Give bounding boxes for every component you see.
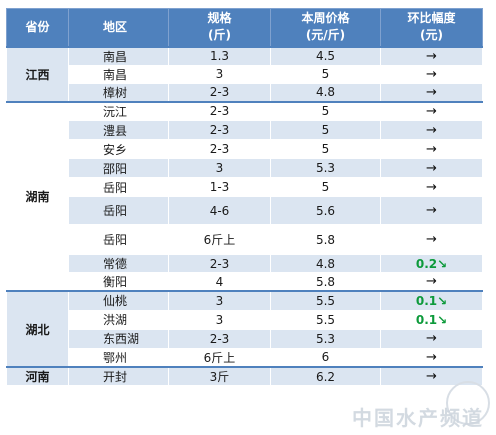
change-cell: →	[380, 224, 483, 255]
change-cell: →	[380, 158, 483, 178]
spec-cell: 2-3	[168, 139, 271, 159]
price-cell: 5.5	[270, 290, 381, 311]
change-cell: 0.2↘	[380, 254, 483, 273]
spec-cell: 2-3	[168, 100, 271, 121]
price-cell: 5.6	[270, 196, 381, 225]
spec-cell: 3	[168, 290, 271, 311]
area-cell: 南昌	[68, 64, 169, 84]
change-cell: →	[380, 177, 483, 197]
change-cell: →	[380, 120, 483, 140]
price-cell: 5.3	[270, 328, 381, 349]
spec-cell: 6斤上	[168, 347, 271, 368]
spec-cell: 1-3	[168, 177, 271, 197]
price-cell: 4.8	[270, 82, 381, 102]
area-cell: 东西湖	[68, 328, 169, 349]
spec-cell: 3	[168, 158, 271, 178]
spec-cell: 2-3	[168, 82, 271, 102]
area-cell: 岳阳	[68, 224, 169, 255]
price-cell: 5.8	[270, 272, 381, 292]
price-table: 省份 地区 规格 (斤) 本周价格 (元/斤) 环比幅度 (元) 江西 南昌 1.3 …	[6, 8, 483, 386]
area-cell: 澧县	[68, 120, 169, 140]
price-cell: 6	[270, 347, 381, 368]
change-cell: →	[380, 139, 483, 159]
change-cell: →	[380, 328, 483, 349]
spec-cell: 2-3	[168, 254, 271, 273]
spec-cell: 2-3	[168, 328, 271, 349]
spec-cell: 1.3	[168, 45, 271, 66]
province-cell: 河南	[6, 366, 69, 386]
province-cell: 江西	[6, 45, 69, 102]
province-cell: 湖南	[6, 100, 69, 292]
change-cell: 0.1↘	[380, 290, 483, 311]
change-cell: →	[380, 82, 483, 102]
price-cell: 4.5	[270, 45, 381, 66]
area-cell: 邵阳	[68, 158, 169, 178]
area-cell: 衡阳	[68, 272, 169, 292]
price-cell: 4.8	[270, 254, 381, 273]
area-cell: 樟树	[68, 82, 169, 102]
change-cell: →	[380, 45, 483, 66]
price-cell: 5	[270, 120, 381, 140]
price-cell: 5.5	[270, 309, 381, 330]
header-spec: 规格 (斤)	[168, 8, 271, 47]
spec-cell: 3	[168, 64, 271, 84]
change-cell: →	[380, 272, 483, 292]
spec-cell: 4	[168, 272, 271, 292]
change-cell: →	[380, 100, 483, 121]
price-cell: 5	[270, 100, 381, 121]
price-cell: 6.2	[270, 366, 381, 386]
spec-cell: 3斤	[168, 366, 271, 386]
area-cell: 岳阳	[68, 177, 169, 197]
spec-cell: 4-6	[168, 196, 271, 225]
price-cell: 5	[270, 139, 381, 159]
header-change: 环比幅度 (元)	[380, 8, 483, 47]
spec-cell: 6斤上	[168, 224, 271, 255]
price-cell: 5	[270, 177, 381, 197]
change-cell: →	[380, 366, 483, 386]
area-cell: 常德	[68, 254, 169, 273]
change-cell: →	[380, 196, 483, 225]
area-cell: 洪湖	[68, 309, 169, 330]
change-cell: →	[380, 64, 483, 84]
area-cell: 鄂州	[68, 347, 169, 368]
watermark-logo-icon	[446, 381, 490, 425]
price-cell: 5.8	[270, 224, 381, 255]
watermark-text: 中国水产频道	[352, 406, 484, 430]
spec-cell: 2-3	[168, 120, 271, 140]
header-area: 地区	[68, 8, 169, 47]
price-cell: 5	[270, 64, 381, 84]
change-cell: 0.1↘	[380, 309, 483, 330]
spec-cell: 3	[168, 309, 271, 330]
header-province: 省份	[6, 8, 69, 47]
area-cell: 南昌	[68, 45, 169, 66]
province-cell: 湖北	[6, 290, 69, 368]
area-cell: 安乡	[68, 139, 169, 159]
price-cell: 5.3	[270, 158, 381, 178]
area-cell: 岳阳	[68, 196, 169, 225]
change-cell: →	[380, 347, 483, 368]
area-cell: 开封	[68, 366, 169, 386]
area-cell: 仙桃	[68, 290, 169, 311]
area-cell: 沅江	[68, 100, 169, 121]
header-price: 本周价格 (元/斤)	[270, 8, 381, 47]
